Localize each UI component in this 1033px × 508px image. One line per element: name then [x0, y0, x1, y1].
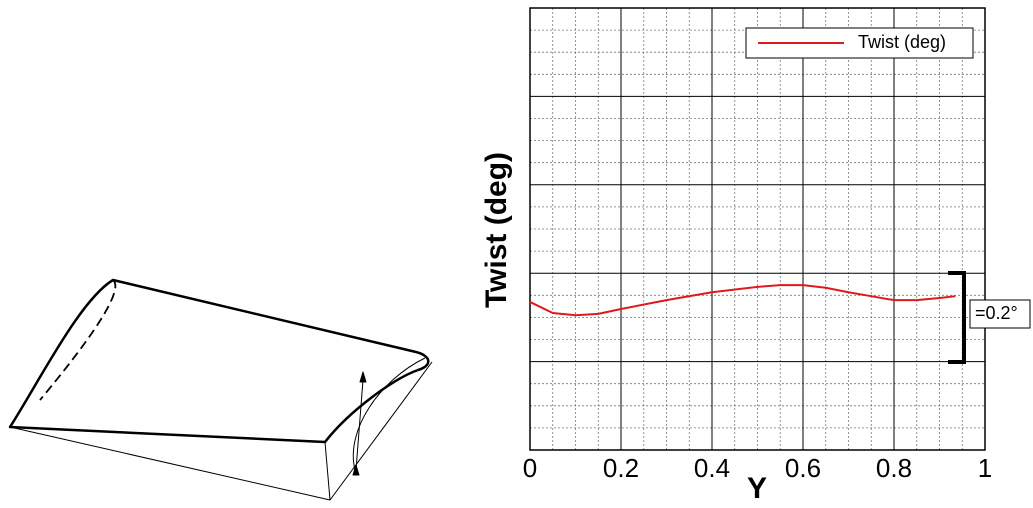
- x-tick-label: 0.2: [603, 453, 639, 483]
- bracket: [948, 271, 966, 364]
- x-tick-label: 0.4: [694, 453, 730, 483]
- plot-frame: [529, 7, 986, 451]
- x-tick-label: 0.8: [876, 453, 912, 483]
- plot: 0 0.2 0.4 0.6 0.8 1 Twist (deg): [523, 7, 992, 483]
- wing-sketch: [8, 278, 433, 501]
- y-axis-label: Twist (deg): [480, 152, 513, 308]
- x-tick-label: 0: [523, 453, 537, 483]
- series-line: [529, 284, 956, 317]
- legend-label: Twist (deg): [858, 32, 946, 52]
- x-tick-label: 1: [978, 453, 992, 483]
- x-axis-label: Y: [747, 472, 767, 505]
- annotation: =0.2°: [975, 303, 1018, 323]
- annotation-box: [969, 299, 1031, 329]
- x-tick-label: 0.6: [785, 453, 821, 483]
